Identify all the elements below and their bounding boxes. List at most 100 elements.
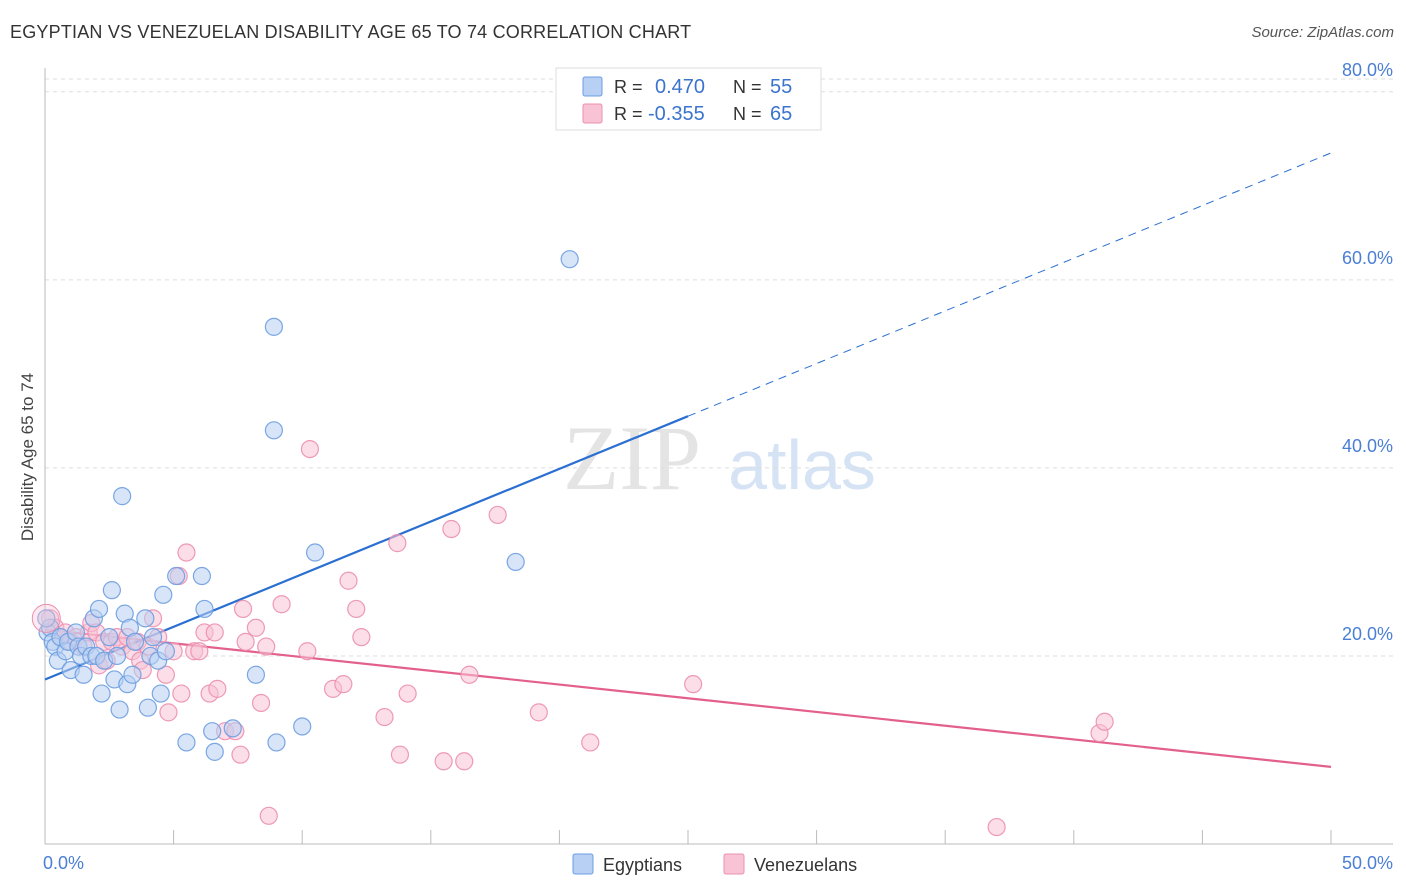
venezuelans-point (159, 703, 178, 722)
y-tick-label: 20.0% (1342, 624, 1393, 644)
venezuelans-point (375, 707, 394, 727)
egyptians-point (102, 581, 121, 600)
venezuelans-point (246, 618, 266, 637)
egyptians-point (195, 599, 214, 619)
y-axis-label: Disability Age 65 to 74 (18, 373, 37, 541)
egyptians-point (154, 585, 173, 604)
x-tick-label: 50.0% (1342, 853, 1393, 873)
bottom-legend-label-venezuelans: Venezuelans (754, 855, 857, 875)
venezuelans-point (442, 519, 461, 539)
legend-n-value-venezuelans: 65 (770, 103, 792, 125)
venezuelans-point (172, 684, 191, 703)
venezuelans-point (236, 632, 255, 651)
venezuelans-point (529, 703, 548, 722)
egyptians-point (92, 684, 111, 703)
egyptians-point (110, 700, 129, 719)
venezuelans-point (388, 534, 407, 553)
venezuelans-point (208, 679, 227, 698)
watermark-atlas: atlas (728, 426, 876, 504)
venezuelans-point (190, 642, 209, 661)
egyptians-point (305, 543, 325, 562)
bottom-legend-swatch-venezuelans (723, 853, 745, 875)
venezuelans-point (581, 733, 600, 752)
venezuelans-point (31, 603, 61, 633)
egyptians-point (89, 599, 109, 619)
venezuelans-point (684, 675, 703, 694)
venezuelans-point (987, 817, 1006, 837)
egyptians-point (560, 250, 579, 269)
egyptians-point (264, 421, 284, 440)
venezuelans-point (460, 665, 479, 684)
venezuelans-point (156, 665, 175, 684)
gridlines (45, 78, 1393, 657)
egyptians-point (125, 632, 145, 651)
chart-title: EGYPTIAN VS VENEZUELAN DISABILITY AGE 65… (10, 22, 692, 42)
bottom-legend-swatch-egyptians (572, 853, 594, 875)
y-tick-label: 60.0% (1342, 248, 1393, 268)
egyptians-point (37, 609, 56, 628)
venezuelans-point (390, 745, 410, 764)
venezuelans-point (259, 806, 278, 825)
egyptians-point (203, 722, 222, 741)
bottom-legend-label-egyptians: Egyptians (603, 855, 682, 875)
venezuelans-point (488, 505, 507, 525)
egyptians-point (138, 698, 157, 717)
watermark: ZIP atlas (563, 407, 876, 509)
egyptians-point (143, 628, 163, 647)
legend-r-label-venezuelans: R = (614, 104, 643, 124)
venezuelans-point (205, 623, 224, 642)
legend-box: R = 0.470 N = 55 R = -0.355 N = 65 (555, 67, 822, 131)
venezuelans-point (455, 752, 474, 771)
egyptians-point (123, 665, 142, 684)
egyptians-point (113, 487, 132, 506)
venezuelans-point (434, 752, 453, 771)
venezuelans-point (347, 599, 366, 619)
venezuelans-point (298, 642, 317, 661)
egyptians-point (156, 642, 175, 661)
egyptians-point (506, 552, 525, 572)
egyptians-point (205, 742, 224, 761)
egyptians-point (264, 317, 284, 336)
legend-r-value-venezuelans: -0.355 (648, 103, 705, 125)
legend-swatch-egyptians (582, 76, 603, 97)
venezuelans-point (233, 599, 253, 619)
egyptians-point (267, 733, 286, 752)
legend-n-label-venezuelans: N = (733, 104, 762, 124)
venezuelans-point (251, 693, 271, 713)
egyptians-point (100, 628, 119, 647)
legend-swatch-venezuelans (582, 103, 603, 124)
egyptians-point (136, 609, 155, 628)
legend-n-label-egyptians: N = (733, 77, 762, 97)
venezuelans-point (231, 745, 250, 764)
venezuelans-point (272, 595, 291, 614)
egyptians-point (107, 646, 127, 666)
egyptians-point (293, 717, 312, 736)
egyptians-point (246, 665, 266, 684)
egyptians-point (223, 719, 242, 738)
legend-r-label-egyptians: R = (614, 77, 643, 97)
egyptians-point (177, 733, 196, 752)
y-tick-label: 40.0% (1342, 436, 1393, 456)
egyptians-point (192, 566, 211, 586)
egyptians-point (151, 684, 170, 703)
egyptians-trend-extension (687, 152, 1332, 417)
venezuelans-point (334, 675, 353, 694)
egyptians-point (167, 566, 186, 586)
venezuelans-point (257, 637, 276, 656)
bottom-legend: Egyptians Venezuelans (572, 853, 857, 875)
venezuelans-point (1095, 712, 1114, 731)
legend-n-value-egyptians: 55 (770, 76, 792, 98)
venezuelans-point (177, 543, 196, 562)
venezuelans-point (398, 684, 417, 703)
axes: 20.0% 40.0% 60.0% 80.0% 0.0% 50.0% (43, 60, 1393, 873)
venezuelans-point (300, 439, 320, 459)
x-tick-label: 0.0% (43, 853, 84, 873)
venezuelans-point (352, 628, 371, 647)
y-tick-label: 80.0% (1342, 60, 1393, 80)
legend-r-value-egyptians: 0.470 (655, 76, 705, 98)
venezuelans-point (339, 571, 358, 590)
egyptians-point (74, 665, 93, 684)
data-points (31, 250, 1114, 837)
